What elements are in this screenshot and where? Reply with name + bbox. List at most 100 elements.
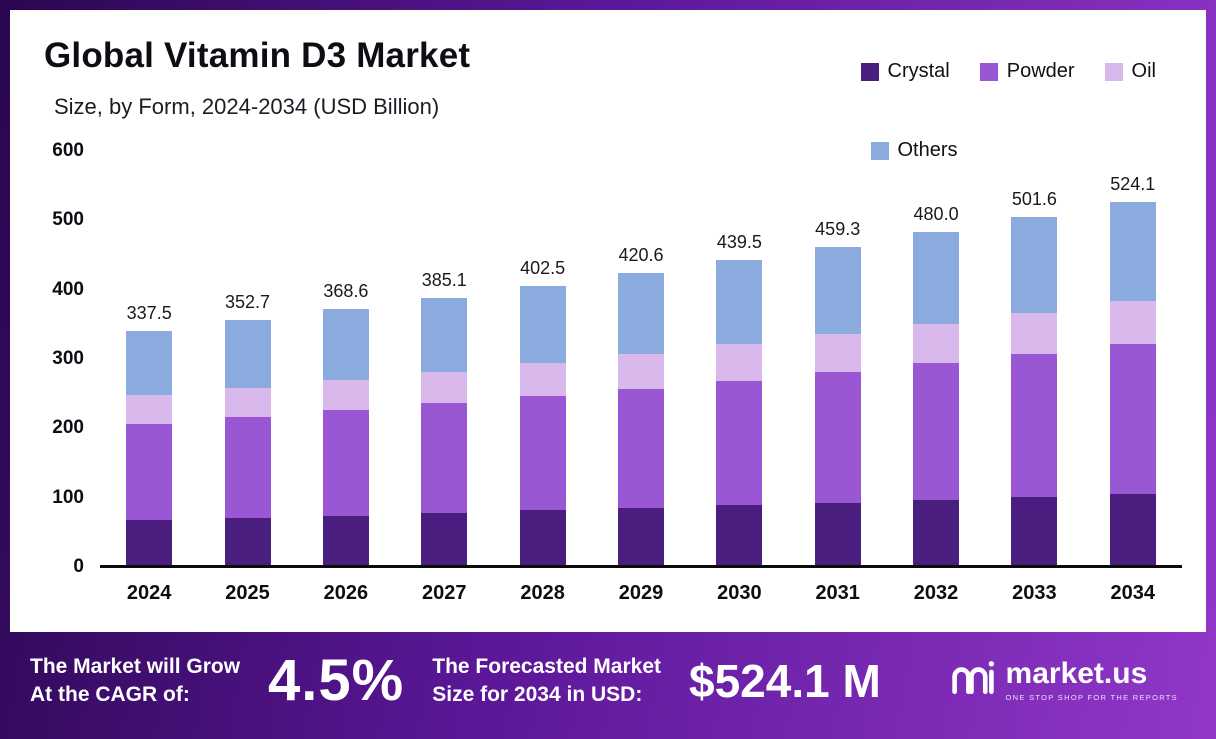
forecast-label-line1: The Forecasted Market [432, 655, 661, 679]
bar-segment-oil[interactable] [913, 323, 960, 364]
legend-item-oil[interactable]: Oil [1104, 60, 1156, 83]
stacked-bar[interactable] [224, 320, 271, 565]
brand-tagline: ONE STOP SHOP FOR THE REPORTS [1005, 693, 1178, 702]
bar-segment-crystal[interactable] [814, 502, 861, 565]
legend-swatch [870, 141, 889, 160]
bar-segment-powder[interactable] [322, 410, 369, 516]
y-tick-label: 500 [52, 209, 84, 231]
bar-segment-crystal[interactable] [519, 510, 566, 565]
bar-segment-others[interactable] [1109, 201, 1156, 301]
stacked-bar[interactable] [1109, 201, 1156, 565]
bottom-banner: The Market will Grow At the CAGR of: 4.5… [10, 632, 1206, 729]
bar-segment-oil[interactable] [126, 395, 173, 425]
bar-segment-powder[interactable] [716, 380, 763, 506]
y-tick-label: 400 [52, 278, 84, 300]
bar-column: 524.1 [1084, 174, 1182, 565]
bar-segment-crystal[interactable] [1109, 494, 1156, 565]
legend-label: Crystal [887, 60, 950, 82]
bar-segment-others[interactable] [224, 320, 271, 388]
bar-segment-oil[interactable] [519, 362, 566, 396]
bar-segment-powder[interactable] [814, 371, 861, 503]
bar-total-label: 439.5 [716, 232, 762, 253]
forecast-label: The Forecasted Market Size for 2034 in U… [432, 653, 661, 708]
bar-column: 337.5 [100, 303, 198, 565]
bar-segment-oil[interactable] [617, 353, 664, 389]
cagr-label-line2: At the CAGR of: [30, 682, 190, 706]
bar-segment-oil[interactable] [1011, 313, 1058, 354]
chart-subtitle: Size, by Form, 2024-2034 (USD Billion) [54, 94, 440, 119]
bar-segment-powder[interactable] [421, 403, 468, 513]
bar-segment-others[interactable] [126, 331, 173, 396]
stacked-bar[interactable] [1011, 217, 1058, 565]
y-tick-label: 200 [52, 417, 84, 439]
y-tick-label: 0 [73, 556, 84, 577]
bar-segment-powder[interactable] [913, 363, 960, 500]
bar-segment-powder[interactable] [617, 388, 664, 509]
bar-segment-crystal[interactable] [716, 505, 763, 565]
stacked-bar[interactable] [913, 232, 960, 565]
bar-segment-powder[interactable] [1109, 343, 1156, 495]
bar-column: 368.6 [297, 281, 395, 565]
y-tick-label: 300 [52, 348, 84, 369]
forecast-value: $524.1 M [689, 654, 881, 707]
x-axis-label: 2031 [815, 582, 860, 604]
legend-swatch [860, 62, 879, 81]
plot-row: 0 100 200 300 400 500 600 337.5 352.7 368.6 385.1… [38, 140, 1182, 577]
bar-segment-others[interactable] [421, 298, 468, 372]
stacked-bar[interactable] [322, 309, 369, 565]
chart-card: Global Vitamin D3 Market Size, by Form, … [10, 10, 1206, 632]
cagr-label-line1: The Market will Grow [30, 655, 241, 679]
bar-segment-crystal[interactable] [224, 517, 271, 565]
bar-segment-others[interactable] [913, 232, 960, 324]
stacked-bar[interactable] [716, 260, 763, 565]
bar-segment-powder[interactable] [1011, 353, 1058, 498]
bar-total-label: 420.6 [618, 245, 664, 266]
x-axis-label: 2034 [1110, 582, 1156, 604]
bar-segment-others[interactable] [322, 309, 369, 380]
bar-segment-crystal[interactable] [1011, 497, 1058, 565]
bar-segment-others[interactable] [1011, 217, 1058, 314]
market-us-logo-icon [950, 658, 996, 703]
legend-swatch [1104, 62, 1123, 81]
bar-segment-oil[interactable] [716, 343, 763, 381]
cagr-label: The Market will Grow At the CAGR of: [30, 653, 240, 708]
bar-segment-powder[interactable] [126, 424, 173, 520]
legend-item-crystal[interactable]: Crystal [860, 60, 950, 83]
bar-total-label: 501.6 [1011, 189, 1057, 210]
legend-row-2: Others [870, 139, 1157, 162]
stacked-bar[interactable] [126, 331, 173, 565]
bar-segment-powder[interactable] [224, 417, 271, 518]
bar-total-label: 352.7 [225, 292, 271, 313]
x-axis-label: 2027 [422, 582, 467, 604]
bar-segment-others[interactable] [716, 260, 763, 344]
bar-segment-crystal[interactable] [421, 513, 468, 565]
x-axis-label: 2025 [225, 582, 270, 604]
bar-segment-oil[interactable] [421, 371, 468, 404]
x-axis-label: 2024 [126, 582, 172, 604]
x-axis-label: 2026 [323, 582, 369, 604]
bar-column: 402.5 [493, 258, 591, 565]
legend-item-powder[interactable]: Powder [979, 60, 1075, 83]
stacked-bar[interactable] [617, 273, 664, 565]
bar-segment-crystal[interactable] [617, 508, 664, 565]
stacked-bar[interactable] [814, 246, 861, 565]
bar-segment-oil[interactable] [224, 387, 271, 418]
market-us-logo[interactable]: market.us ONE STOP SHOP FOR THE REPORTS [950, 658, 1186, 703]
bar-segment-oil[interactable] [1109, 300, 1156, 344]
bar-total-label: 524.1 [1110, 173, 1156, 194]
bar-segment-crystal[interactable] [913, 499, 960, 565]
bar-total-label: 337.5 [126, 303, 172, 324]
bar-segment-powder[interactable] [519, 395, 566, 511]
bar-segment-others[interactable] [519, 285, 566, 363]
stacked-bar[interactable] [519, 285, 566, 565]
bar-segment-others[interactable] [617, 273, 664, 354]
bar-total-label: 368.6 [323, 281, 369, 302]
bar-segment-crystal[interactable] [322, 515, 369, 565]
bar-segment-crystal[interactable] [126, 519, 173, 565]
legend-label: Powder [1006, 60, 1075, 82]
bar-segment-oil[interactable] [322, 379, 369, 411]
legend-item-others[interactable]: Others [870, 139, 958, 162]
bar-segment-others[interactable] [814, 246, 861, 335]
stacked-bar[interactable] [421, 298, 468, 565]
bar-segment-oil[interactable] [814, 334, 861, 372]
